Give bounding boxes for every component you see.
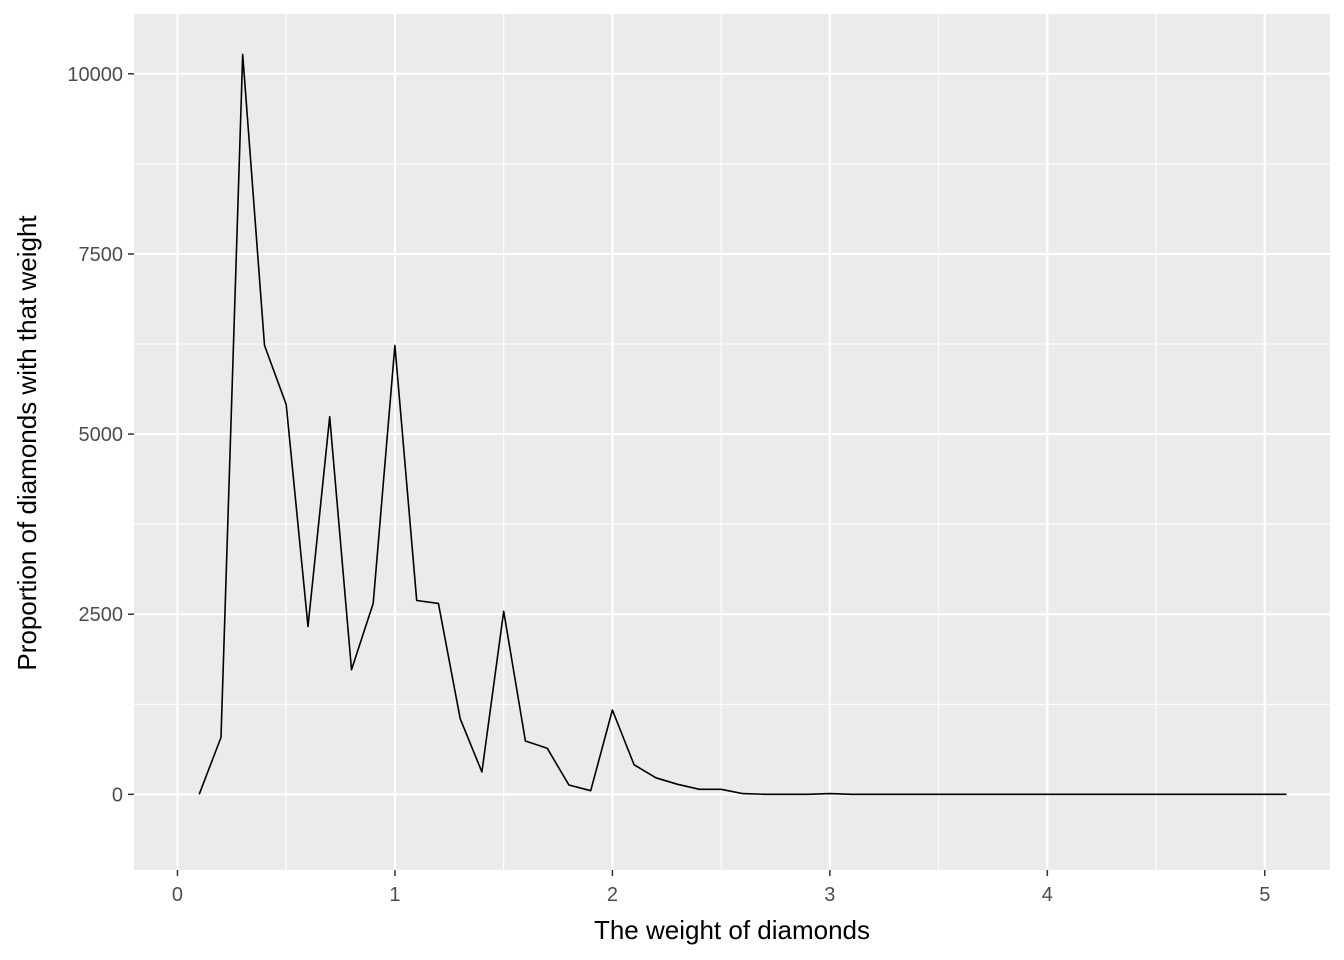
y-axis-ticks: 0 2500 5000 7500 10000 bbox=[67, 64, 134, 806]
y-tick-label: 2500 bbox=[79, 604, 124, 626]
y-tick-label: 10000 bbox=[67, 64, 123, 86]
x-axis-ticks: 0 1 2 3 4 5 bbox=[172, 870, 1270, 906]
x-tick-label: 4 bbox=[1042, 884, 1053, 906]
x-tick-label: 3 bbox=[824, 884, 835, 906]
series-line bbox=[198, 53, 1287, 796]
minor-gridlines bbox=[134, 14, 1330, 870]
x-axis-title: The weight of diamonds bbox=[594, 915, 870, 945]
x-tick-label: 1 bbox=[389, 884, 400, 906]
x-tick-label: 2 bbox=[607, 884, 618, 906]
x-tick-label: 0 bbox=[172, 884, 183, 906]
y-tick-label: 0 bbox=[112, 784, 123, 806]
y-tick-label: 7500 bbox=[79, 244, 124, 266]
plot-panel bbox=[134, 14, 1330, 870]
y-tick-label: 5000 bbox=[79, 424, 124, 446]
y-axis-title: Proportion of diamonds with that weight bbox=[12, 215, 42, 671]
x-tick-label: 5 bbox=[1259, 884, 1270, 906]
major-gridlines bbox=[134, 14, 1330, 870]
